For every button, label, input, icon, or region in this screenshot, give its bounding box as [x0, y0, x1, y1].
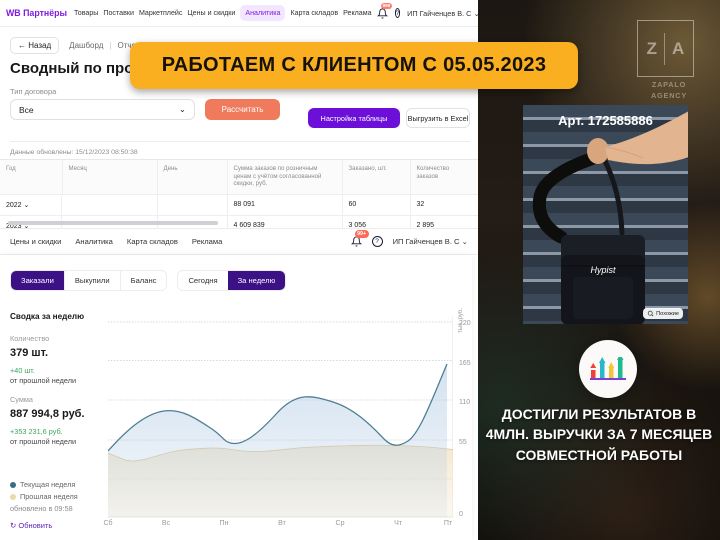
svg-text:Hypist: Hypist [590, 265, 616, 275]
